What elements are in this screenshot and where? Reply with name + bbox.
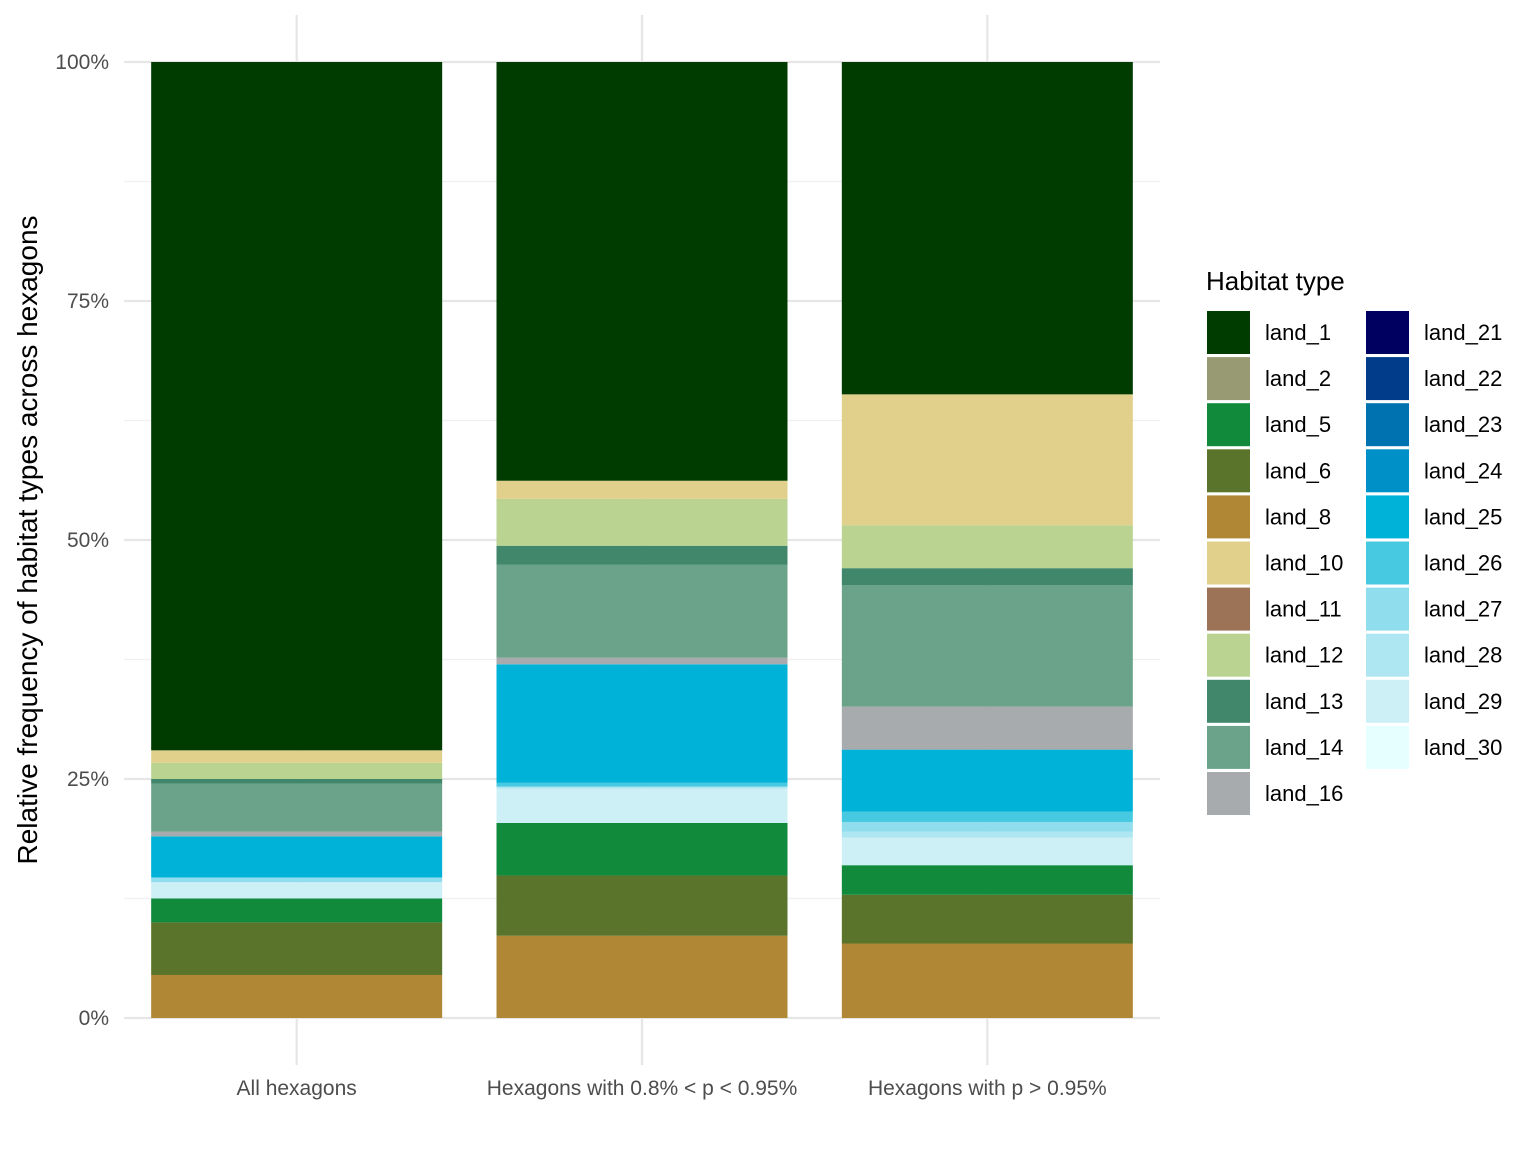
legend-key-land_12	[1207, 633, 1250, 677]
legend-key-land_28	[1366, 633, 1409, 677]
bar-segment-land_26	[841, 811, 1133, 823]
bar-segment-land_6	[496, 875, 788, 936]
bar-segment-land_8	[496, 935, 788, 1018]
bar-segment-land_27	[841, 822, 1133, 832]
legend-label-land_27: land_27	[1424, 597, 1502, 622]
bar-segment-land_27	[151, 877, 443, 883]
legend-key-land_1	[1207, 311, 1250, 354]
legend-key-land_16	[1207, 772, 1250, 815]
legend-key-land_8	[1207, 495, 1250, 539]
y-axis-title: Relative frequency of habitat types acro…	[12, 215, 43, 864]
bar-segment-land_10	[496, 480, 788, 499]
legend-label-land_30: land_30	[1424, 735, 1502, 760]
legend-title: Habitat type	[1206, 266, 1345, 296]
legend-label-land_22: land_22	[1424, 366, 1502, 391]
x-axis-ticks: All hexagons Hexagons with 0.8% < p < 0.9…	[237, 1077, 1107, 1100]
legend-label-land_12: land_12	[1265, 643, 1343, 668]
legend-label-land_8: land_8	[1265, 504, 1331, 529]
legend-label-land_5: land_5	[1265, 412, 1331, 437]
legend-label-land_16: land_16	[1265, 781, 1343, 806]
legend-key-land_5	[1207, 403, 1250, 447]
legend-label-land_13: land_13	[1265, 689, 1343, 714]
bar-segment-land_25	[151, 836, 443, 878]
bar-segment-land_10	[841, 394, 1133, 526]
x-tick-label: All hexagons	[237, 1077, 357, 1100]
legend-key-land_24	[1366, 449, 1409, 493]
legend-key-land_30	[1366, 725, 1409, 769]
bar-segment-land_13	[841, 568, 1133, 586]
legend-label-land_1: land_1	[1265, 320, 1331, 345]
bar-segment-land_1	[496, 62, 788, 481]
legend-key-land_23	[1366, 403, 1409, 447]
bar-segment-land_29	[841, 837, 1133, 866]
y-tick-label: 75%	[67, 290, 109, 313]
legend-key-land_26	[1366, 541, 1409, 585]
bar-segment-land_16	[496, 657, 788, 665]
bar-segment-land_6	[841, 894, 1133, 944]
y-axis-ticks: 0% 25% 50% 75% 100%	[55, 51, 109, 1030]
bar-segment-land_13	[151, 779, 443, 784]
legend-key-land_2	[1207, 357, 1250, 401]
bar-segment-land_12	[841, 525, 1133, 569]
legend-key-land_25	[1366, 495, 1409, 539]
legend-label-land_14: land_14	[1265, 735, 1343, 760]
y-tick-label: 100%	[55, 51, 109, 74]
legend-label-land_28: land_28	[1424, 643, 1502, 668]
legend-key-land_11	[1207, 587, 1250, 631]
legend-key-land_21	[1366, 311, 1409, 354]
bar-segment-land_16	[151, 831, 443, 837]
legend-label-land_23: land_23	[1424, 412, 1502, 437]
legend-key-land_14	[1207, 725, 1250, 769]
legend-key-land_22	[1366, 357, 1409, 401]
bar-segment-land_26	[496, 782, 788, 787]
bar-segment-land_1	[841, 62, 1133, 395]
legend-label-land_26: land_26	[1424, 551, 1502, 576]
legend-label-land_2: land_2	[1265, 366, 1331, 391]
legend-key-land_29	[1366, 679, 1409, 723]
x-tick-label: Hexagons with 0.8% < p < 0.95%	[487, 1077, 798, 1100]
bar-segment-land_12	[496, 498, 788, 546]
bar-segment-land_14	[496, 564, 788, 658]
legend-label-land_25: land_25	[1424, 504, 1502, 529]
bar-segment-land_12	[151, 762, 443, 779]
bar-segment-land_25	[841, 749, 1133, 812]
legend-label-land_24: land_24	[1424, 458, 1502, 483]
legend-label-land_29: land_29	[1424, 689, 1502, 714]
y-tick-label: 50%	[67, 529, 109, 552]
bar-segment-land_5	[496, 822, 788, 876]
bar-segment-land_25	[496, 664, 788, 783]
bar-segment-land_6	[151, 922, 443, 975]
bar-segment-land_29	[151, 882, 443, 899]
y-tick-label: 25%	[67, 768, 109, 791]
legend-items: land_1land_2land_5land_6land_8land_10lan…	[1207, 311, 1502, 815]
legend-key-land_13	[1207, 679, 1250, 723]
legend-key-land_6	[1207, 449, 1250, 493]
bar-segment-land_13	[496, 545, 788, 565]
bar-segment-land_5	[151, 898, 443, 923]
legend-label-land_6: land_6	[1265, 458, 1331, 483]
bar-segment-land_14	[841, 585, 1133, 707]
bar-segment-land_10	[151, 750, 443, 763]
bar-segment-land_16	[841, 706, 1133, 750]
y-tick-label: 0%	[79, 1007, 109, 1030]
bar-segment-land_1	[151, 62, 443, 751]
bar-segments	[151, 62, 1133, 1018]
legend-key-land_27	[1366, 587, 1409, 631]
legend-label-land_10: land_10	[1265, 551, 1343, 576]
legend-key-land_10	[1207, 541, 1250, 585]
bar-segment-land_28	[496, 786, 788, 789]
bar-segment-land_14	[151, 783, 443, 832]
legend-label-land_11: land_11	[1265, 597, 1342, 622]
legend: Habitat type land_1land_2land_5land_6lan…	[1206, 266, 1502, 815]
legend-label-land_21: land_21	[1424, 320, 1502, 345]
bar-segment-land_5	[841, 865, 1133, 895]
bar-segment-land_29	[496, 788, 788, 823]
bar-segment-land_8	[841, 943, 1133, 1018]
bar-segment-land_28	[841, 831, 1133, 838]
x-tick-label: Hexagons with p > 0.95%	[868, 1077, 1107, 1100]
bar-segment-land_8	[151, 974, 443, 1018]
